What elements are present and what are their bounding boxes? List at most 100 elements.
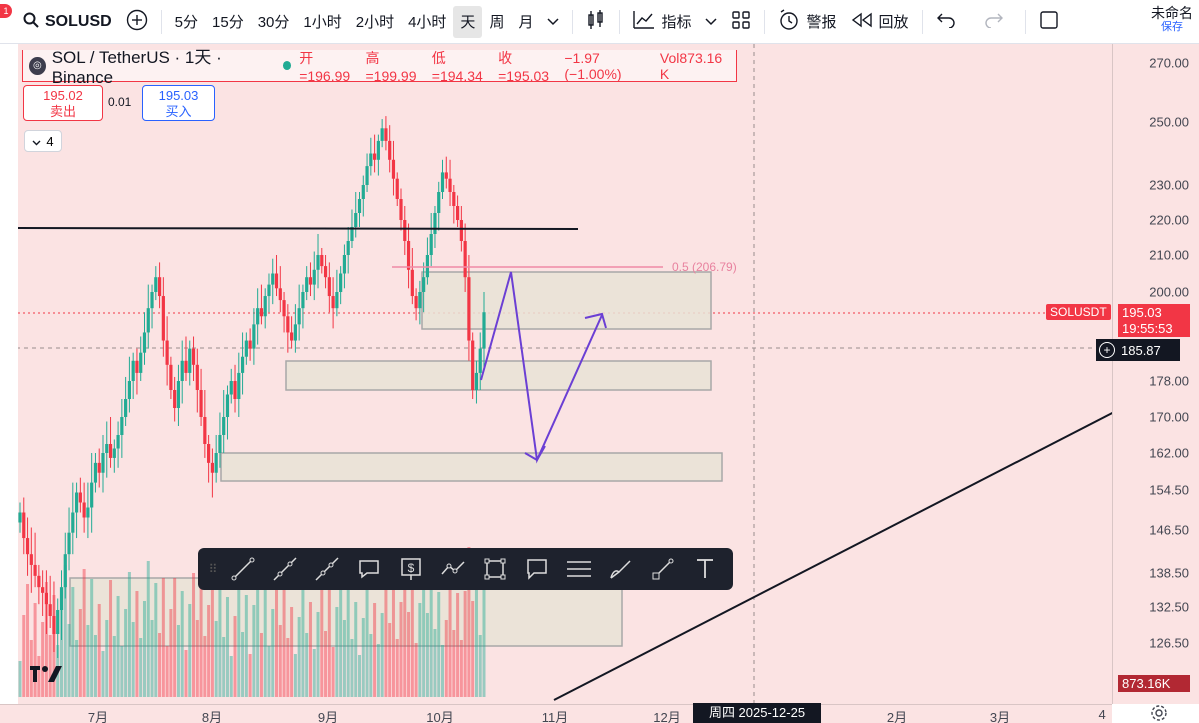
candle-body <box>248 340 252 349</box>
volume-bar <box>131 622 135 697</box>
candle-body <box>142 332 147 353</box>
volume-bar <box>471 601 475 697</box>
symbol-search[interactable]: SOLUSD <box>16 6 119 38</box>
interval-tab[interactable]: 30分 <box>257 14 290 31</box>
candle-body <box>18 512 22 523</box>
candle-body <box>425 255 430 278</box>
indicators-button[interactable]: 指标 <box>626 6 698 38</box>
candle-body <box>86 507 90 518</box>
notification-badge[interactable]: 1 <box>0 4 12 18</box>
measure-tool-icon[interactable] <box>642 548 684 590</box>
volume-bar <box>441 645 445 697</box>
compare-button[interactable] <box>119 6 155 38</box>
volume-bar <box>203 636 207 697</box>
volume-bar <box>101 651 105 697</box>
indicator-collapse-toggle[interactable]: 4 <box>24 130 62 152</box>
chart-legend: ◎ SOL / TetherUS · 1天 · Binance 开=196.99… <box>22 48 737 87</box>
text-tool-icon[interactable] <box>684 548 726 590</box>
interval-tab[interactable]: 天 <box>453 5 483 38</box>
interval-tab[interactable]: 5分 <box>174 14 199 31</box>
volume-bar <box>173 578 177 697</box>
candle-body <box>422 277 426 292</box>
volume-bar <box>225 597 229 697</box>
time-tick-label: 7月 <box>87 710 109 723</box>
indicators-dropdown[interactable] <box>698 6 724 38</box>
candle-body <box>357 199 362 213</box>
time-tick-label: 8月 <box>201 710 223 723</box>
chart-type-button[interactable] <box>579 6 613 38</box>
save-layout[interactable]: 未命名 保存 <box>1151 5 1193 33</box>
callout-tool-icon[interactable] <box>516 548 558 590</box>
volume-bar <box>346 586 350 697</box>
alert-button[interactable]: 警报 <box>771 6 843 38</box>
volume-bar <box>210 574 214 697</box>
interval-tab[interactable]: 月 <box>518 14 534 31</box>
volume-bar <box>320 578 324 697</box>
candle-body <box>203 417 207 444</box>
volume-bar <box>399 602 403 697</box>
legend-title[interactable]: SOL / TetherUS · 1天 · Binance <box>51 48 222 87</box>
candle-body <box>173 390 177 408</box>
legend-low: 低=194.34 <box>431 49 483 84</box>
price-tick-label: 230.00 <box>1149 177 1189 193</box>
interval-dropdown[interactable] <box>540 6 566 38</box>
candle-body <box>25 538 30 555</box>
buy-button[interactable]: 195.03 买入 <box>142 85 215 121</box>
volume-bar <box>218 584 222 697</box>
undo-button[interactable] <box>929 6 963 38</box>
volume-bar <box>256 574 260 697</box>
candle-body <box>274 273 279 289</box>
layouts-button[interactable] <box>724 6 758 38</box>
rectangle-tool-icon[interactable] <box>474 548 516 590</box>
extended-line-tool-icon[interactable] <box>306 548 348 590</box>
candle-body <box>452 192 456 206</box>
ray-tool-icon[interactable] <box>264 548 306 590</box>
candle-body <box>165 340 169 365</box>
candle-body <box>339 273 343 292</box>
add-plus-icon[interactable]: + <box>1099 342 1115 358</box>
left-strip <box>0 44 18 704</box>
volume-bar <box>188 604 192 697</box>
volume-bar <box>278 625 282 697</box>
price-label-tool-icon[interactable]: $ <box>390 548 432 590</box>
interval-tab[interactable]: 4小时 <box>408 14 447 31</box>
volume-bar <box>63 565 67 697</box>
price-axis[interactable]: 270.00 250.00 230.00 220.00 210.00 200.00 178.… <box>1112 44 1199 704</box>
redo-button[interactable] <box>977 6 1011 38</box>
time-axis[interactable]: 7月 8月 9月 10月 11月 12月 2月 3月 4月 <box>0 704 1112 723</box>
candle-body <box>414 296 418 309</box>
gear-icon[interactable] <box>1150 704 1168 722</box>
volume-bar <box>365 575 369 697</box>
time-tick-label: 12月 <box>653 710 681 723</box>
volume-bar <box>335 607 339 697</box>
fullscreen-button[interactable] <box>1032 6 1066 38</box>
volume-bar <box>407 612 411 697</box>
indicator-count: 4 <box>46 133 54 149</box>
sell-button[interactable]: 195.02 卖出 <box>23 85 103 121</box>
volume-bar <box>339 567 343 697</box>
path-tool-icon[interactable] <box>432 548 474 590</box>
volume-bar <box>59 608 63 697</box>
volume-bar <box>297 617 301 697</box>
drag-handle-icon[interactable]: ⠿ <box>208 562 218 576</box>
comment-tool-icon[interactable] <box>348 548 390 590</box>
candle-body <box>93 462 98 483</box>
interval-tab[interactable]: 15分 <box>212 14 244 31</box>
interval-tab[interactable]: 2小时 <box>355 14 395 31</box>
interval-tab[interactable]: 1小时 <box>303 14 342 31</box>
volume-bar <box>244 595 248 697</box>
buy-label: 买入 <box>165 104 192 119</box>
brush-tool-icon[interactable] <box>600 548 642 590</box>
candle-body <box>44 592 49 605</box>
replay-button[interactable]: 回放 <box>844 6 916 38</box>
candle-body <box>127 381 131 399</box>
candle-body <box>97 462 101 473</box>
spread-value: 0.01 <box>108 95 132 109</box>
parallel-channel-tool-icon[interactable] <box>558 548 600 590</box>
trendline-tool-icon[interactable] <box>222 548 264 590</box>
chart-pane[interactable]: 0.5 (206.79) <box>0 44 1112 704</box>
interval-tab[interactable]: 周 <box>489 14 505 31</box>
crosshair-price-tag[interactable]: + 185.87 <box>1096 339 1180 361</box>
volume-bar <box>425 613 429 697</box>
sell-label: 卖出 <box>49 104 76 119</box>
